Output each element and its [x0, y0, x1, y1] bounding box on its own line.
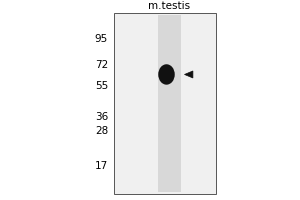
Text: 95: 95	[95, 34, 108, 44]
Text: m.testis: m.testis	[148, 1, 190, 11]
Ellipse shape	[158, 64, 175, 85]
Text: 55: 55	[95, 81, 108, 91]
Text: 72: 72	[95, 60, 108, 70]
Bar	[114, 13, 216, 194]
Text: 36: 36	[95, 112, 108, 122]
Text: 17: 17	[95, 161, 108, 171]
Polygon shape	[184, 71, 193, 78]
Text: 28: 28	[95, 126, 108, 136]
Bar	[158, 15, 181, 192]
